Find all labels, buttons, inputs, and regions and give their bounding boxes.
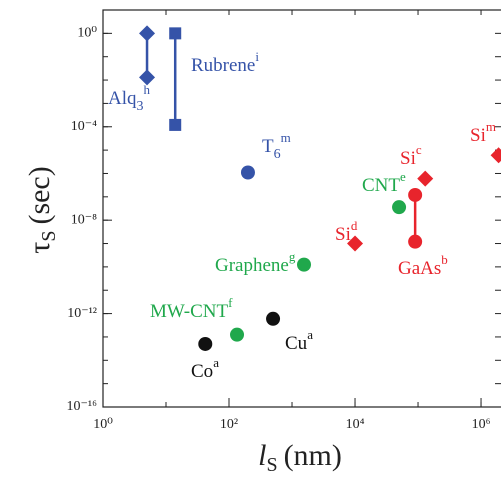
point bbox=[240, 165, 255, 180]
y-tick-label: 10⁰ bbox=[77, 26, 97, 41]
label-name: T bbox=[262, 136, 274, 157]
label-ref: m bbox=[281, 130, 291, 145]
x-label-symbol: l bbox=[258, 439, 266, 472]
x-tick-label: 10⁴ bbox=[346, 417, 365, 432]
label-ref: i bbox=[255, 49, 259, 64]
label-subscript: 3 bbox=[137, 99, 144, 114]
label-subscript: 6 bbox=[274, 147, 281, 162]
point-label: Cua bbox=[285, 327, 313, 354]
label-ref: a bbox=[213, 355, 219, 370]
point-label: Sic bbox=[400, 142, 422, 169]
point-label: Rubrenei bbox=[191, 49, 259, 76]
label-ref: a bbox=[307, 327, 313, 342]
y-tick-label: 10⁻⁸ bbox=[71, 212, 97, 227]
y-tick-label: 10⁻¹⁶ bbox=[67, 399, 98, 414]
point bbox=[408, 234, 423, 249]
label-ref: d bbox=[351, 218, 358, 233]
label-name: Si bbox=[335, 224, 351, 245]
y-tick-label: 10⁻⁴ bbox=[71, 119, 97, 134]
x-axis-label: lS (nm) bbox=[258, 439, 342, 476]
label-ref: m bbox=[486, 119, 496, 134]
label-name: Si bbox=[470, 125, 486, 146]
label-name: Cu bbox=[285, 333, 308, 354]
point-label: Alq3h bbox=[108, 82, 151, 114]
point-label: Sim bbox=[470, 119, 496, 146]
point bbox=[230, 327, 245, 342]
label-ref: c bbox=[416, 142, 422, 157]
label-ref: b bbox=[441, 252, 448, 267]
point bbox=[347, 235, 364, 252]
x-label-subscript: S bbox=[266, 454, 277, 476]
label-name: Co bbox=[191, 361, 213, 382]
label-ref: h bbox=[144, 82, 151, 97]
series-layer bbox=[139, 25, 501, 351]
label-name: Si bbox=[400, 148, 416, 169]
point bbox=[139, 69, 156, 86]
label-name: Graphene bbox=[215, 255, 289, 276]
x-tick-label: 10⁶ bbox=[472, 417, 491, 432]
y-label-symbol: τ bbox=[23, 242, 56, 254]
point bbox=[139, 25, 156, 42]
point-label: MW-CNTf bbox=[150, 295, 233, 322]
plot-frame bbox=[102, 9, 501, 408]
y-label-subscript: S bbox=[38, 231, 60, 242]
point bbox=[408, 187, 423, 202]
point bbox=[392, 200, 407, 215]
label-name: GaAs bbox=[398, 258, 441, 279]
y-tick-label: 10⁻¹² bbox=[67, 306, 97, 321]
label-ref: g bbox=[289, 249, 296, 264]
point bbox=[169, 118, 182, 131]
point bbox=[169, 27, 182, 40]
point-label: T6m bbox=[262, 130, 291, 162]
point-label: Grapheneg bbox=[215, 249, 296, 276]
label-name: Rubrene bbox=[191, 55, 255, 76]
point-label: CNTe bbox=[362, 169, 406, 196]
x-tick-label: 10² bbox=[220, 417, 238, 432]
point-label: Sid bbox=[335, 218, 358, 245]
label-name: CNT bbox=[362, 175, 400, 196]
y-label-unit: (sec) bbox=[23, 166, 56, 224]
x-label-unit: (nm) bbox=[284, 439, 342, 472]
label-name: MW-CNT bbox=[150, 301, 229, 322]
y-axis-label: τS (sec) bbox=[23, 166, 60, 253]
point bbox=[490, 147, 501, 164]
x-tick-label: 10⁰ bbox=[93, 417, 113, 432]
point bbox=[198, 336, 213, 351]
point bbox=[266, 311, 281, 326]
point-label: GaAsb bbox=[398, 252, 448, 279]
point bbox=[417, 170, 434, 187]
point bbox=[297, 257, 312, 272]
label-ref: f bbox=[228, 295, 233, 310]
label-name: Alq bbox=[108, 88, 137, 109]
label-ref: e bbox=[400, 169, 406, 184]
point-label: Coa bbox=[191, 355, 219, 382]
